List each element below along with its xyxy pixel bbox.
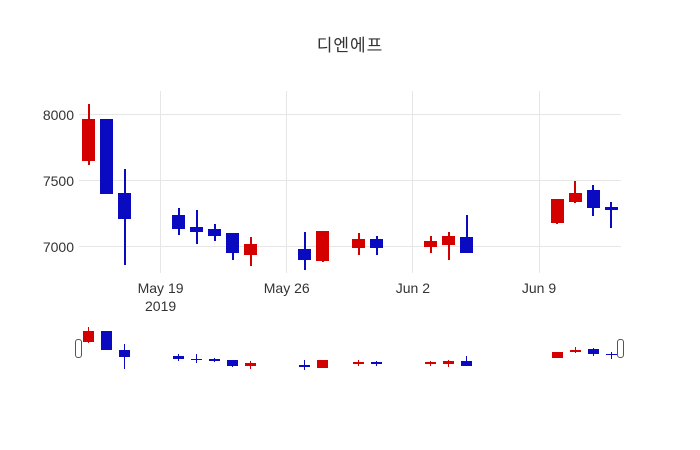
x-tick-date: May 19: [137, 280, 184, 296]
rangeslider-left-handle[interactable]: [75, 339, 82, 358]
candle-wick: [465, 214, 468, 254]
x-tick-date: Jun 2: [395, 280, 430, 296]
rangeslider-mini-candle: [173, 355, 185, 360]
rangeslider-mini-wick: [448, 360, 450, 368]
horizontal-gridline: [79, 246, 621, 248]
rangeslider-mini-candle: [605, 353, 617, 356]
chart-title: 디엔에프: [316, 36, 384, 55]
candlestick[interactable]: [100, 118, 114, 194]
y-axis-tick-label: 8000: [42, 106, 74, 123]
candlestick[interactable]: [604, 207, 618, 210]
rangeslider-mini-candle: [299, 364, 311, 368]
range-slider-track[interactable]: [79, 325, 621, 372]
rangeslider-mini-candle: [245, 363, 257, 366]
candlestick[interactable]: [82, 118, 95, 161]
rangeslider-mini-candle: [461, 361, 473, 366]
x-axis-tick-label: Jun 2: [373, 279, 453, 297]
vertical-gridline: [286, 91, 288, 273]
rangeslider-mini-candle: [425, 362, 437, 364]
vertical-gridline: [538, 91, 540, 273]
y-axis-tick-label: 7500: [42, 172, 74, 189]
rangeslider-mini-wick: [610, 352, 612, 360]
rangeslider-mini-candle: [443, 361, 455, 364]
candlestick[interactable]: [298, 249, 312, 260]
candlestick[interactable]: [352, 238, 366, 248]
x-tick-date: May 26: [263, 280, 310, 296]
rangeslider-mini-candle: [83, 330, 94, 342]
rangeslider-mini-candle: [551, 351, 563, 358]
horizontal-gridline: [79, 180, 621, 182]
rangeslider-mini-wick: [466, 355, 468, 366]
rangeslider-mini-candle: [119, 349, 131, 357]
candle-wick: [574, 180, 577, 204]
rangeslider-mini-candle: [191, 358, 203, 361]
x-axis-tick-label: May 26: [247, 279, 327, 297]
horizontal-gridline: [79, 114, 621, 116]
vertical-gridline: [160, 91, 162, 273]
candlestick[interactable]: [424, 241, 438, 247]
rangeslider-mini-candle: [317, 359, 329, 368]
rangeslider-mini-candle: [587, 349, 599, 354]
rangeslider-mini-candle: [209, 359, 221, 362]
candlestick[interactable]: [118, 192, 132, 219]
vertical-gridline: [412, 91, 414, 273]
candlestick[interactable]: [208, 229, 222, 237]
candlestick[interactable]: [244, 243, 258, 255]
candlestick[interactable]: [316, 230, 330, 262]
rangeslider-mini-wick: [574, 346, 576, 353]
rangeslider-right-handle[interactable]: [617, 339, 624, 358]
candlestick[interactable]: [568, 192, 582, 202]
rangeslider-mini-candle: [101, 330, 113, 351]
rangeslider-mini-candle: [227, 360, 239, 366]
candlestick[interactable]: [442, 236, 456, 246]
candlestick[interactable]: [226, 233, 240, 254]
rangeslider-mini-candle: [569, 349, 581, 353]
candle-wick: [610, 201, 613, 229]
rangeslider-mini-wick: [196, 354, 198, 364]
candlestick[interactable]: [370, 238, 384, 248]
x-tick-date: Jun 9: [521, 280, 557, 296]
candlestick[interactable]: [460, 237, 474, 254]
y-axis-tick-label: 7000: [42, 238, 74, 255]
candlestick[interactable]: [550, 199, 564, 223]
rangeslider-mini-candle: [353, 361, 365, 365]
x-axis-tick-label: Jun 9: [499, 279, 579, 297]
candle-wick: [447, 232, 450, 260]
candlestick[interactable]: [172, 214, 186, 230]
candlestick[interactable]: [190, 226, 204, 233]
x-axis-tick-label: May 19 2019: [121, 279, 201, 315]
x-tick-year: 2019: [145, 298, 177, 314]
candlestick[interactable]: [586, 189, 600, 209]
rangeslider-mini-candle: [371, 361, 383, 365]
